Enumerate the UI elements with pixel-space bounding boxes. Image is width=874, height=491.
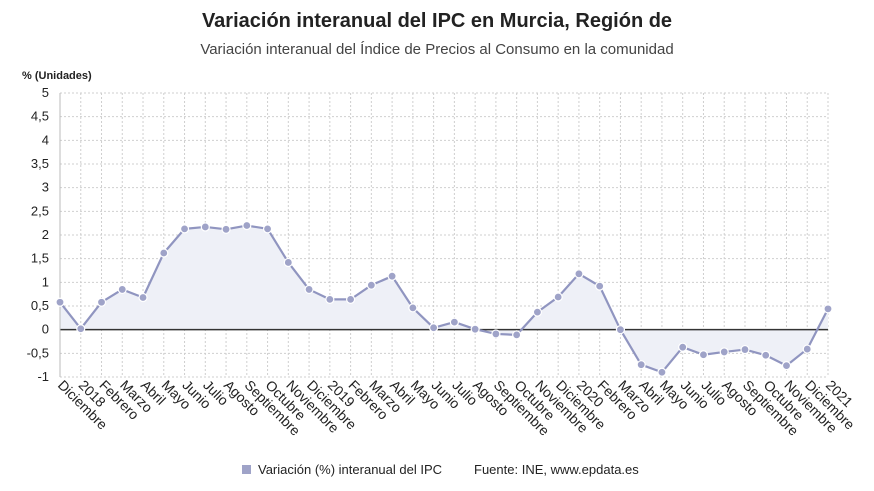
- data-point: [429, 323, 439, 333]
- data-point: [491, 329, 501, 339]
- y-tick-label: 4,5: [31, 109, 49, 124]
- y-axis-label: % (Unidades): [22, 70, 92, 82]
- legend: Variación (%) interanual del IPC Fuente:…: [242, 462, 639, 477]
- data-point: [761, 350, 771, 360]
- chart-subtitle: Variación interanual del Índice de Preci…: [200, 41, 674, 58]
- y-tick-label: 0,5: [31, 298, 49, 313]
- source-text: Fuente: INE, www.epdata.es: [474, 462, 639, 477]
- data-point: [221, 224, 231, 234]
- y-tick-label: 1,5: [31, 251, 49, 266]
- y-tick-label: 2,5: [31, 203, 49, 218]
- data-point: [179, 224, 190, 234]
- data-point: [387, 271, 397, 281]
- y-tick-label: 1: [42, 274, 49, 289]
- data-point: [532, 307, 543, 317]
- data-point: [200, 222, 210, 232]
- y-tick-label: -0,5: [27, 345, 49, 360]
- data-point: [698, 350, 709, 360]
- y-tick-label: 3: [42, 180, 49, 195]
- data-point: [595, 281, 605, 291]
- data-point: [366, 280, 376, 290]
- y-tick-label: 3,5: [31, 156, 49, 171]
- legend-swatch: [242, 465, 251, 474]
- data-point: [262, 224, 273, 234]
- y-tick-label: 0: [42, 322, 49, 337]
- data-point: [512, 330, 522, 340]
- data-point: [408, 303, 418, 313]
- data-point: [636, 360, 646, 370]
- data-point: [345, 294, 356, 304]
- data-point: [823, 304, 833, 314]
- y-tick-label: 4: [42, 132, 49, 147]
- data-point: [55, 297, 65, 307]
- data-point: [96, 297, 107, 307]
- data-point: [719, 347, 729, 357]
- data-point: [657, 367, 667, 377]
- data-point: [449, 317, 459, 327]
- data-point: [159, 248, 169, 258]
- data-point: [304, 284, 314, 295]
- data-point: [283, 257, 293, 268]
- data-point: [615, 325, 626, 335]
- data-point: [553, 292, 563, 302]
- data-point: [242, 220, 252, 231]
- y-tick-label: 2: [42, 227, 49, 242]
- data-point: [76, 324, 86, 334]
- series-area: [60, 225, 828, 373]
- data-point: [117, 284, 127, 295]
- legend-label: Variación (%) interanual del IPC: [258, 462, 443, 477]
- data-point: [325, 294, 335, 304]
- chart-title: Variación interanual del IPC en Murcia, …: [201, 10, 673, 32]
- data-point: [138, 292, 148, 303]
- data-point: [802, 344, 812, 354]
- data-point: [781, 361, 792, 371]
- data-point: [678, 342, 688, 352]
- data-point: [470, 324, 480, 334]
- data-point: [574, 269, 584, 279]
- y-tick-label: -1: [37, 369, 49, 384]
- data-point: [740, 344, 750, 355]
- y-tick-label: 5: [42, 85, 49, 100]
